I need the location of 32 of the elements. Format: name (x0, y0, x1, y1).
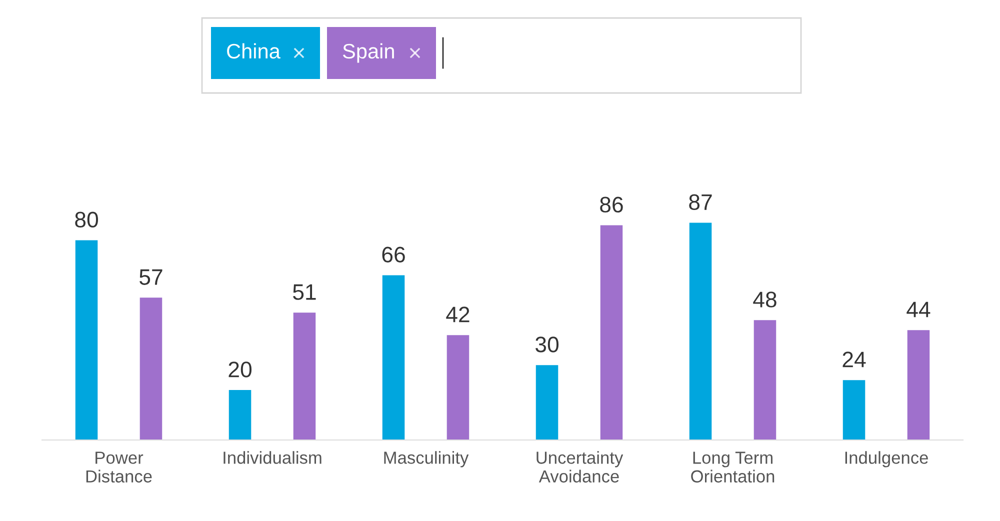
bar (446, 335, 470, 440)
text: China (227, 43, 280, 59)
x-tick-label: Uncertainty Avoidance (536, 451, 624, 483)
x-tick-label: Long Term Orientation (691, 452, 774, 483)
data-label: 87 (689, 194, 712, 210)
bar (382, 275, 405, 440)
bar (75, 240, 98, 440)
bar (140, 298, 162, 440)
bar (293, 312, 316, 440)
bar (754, 320, 776, 440)
x-tick-label: Masculinity (384, 451, 469, 468)
data-label: 30 (536, 336, 559, 352)
data-label: 42 (446, 306, 470, 322)
text: Spain (342, 43, 394, 63)
data-label: 48 (753, 292, 776, 308)
data-label: 86 (600, 196, 623, 213)
data-label: 57 (140, 269, 162, 285)
bar (689, 222, 712, 440)
x-tick-label: Indulgence (845, 451, 928, 468)
data-label: 80 (75, 212, 98, 228)
bar (842, 380, 866, 440)
data-label: 20 (228, 362, 252, 378)
x-tick-label: Individualism (224, 451, 322, 464)
bar (536, 365, 558, 440)
x-tick-label: Power Distance (86, 452, 152, 483)
bar (600, 225, 623, 440)
data-label: 51 (293, 284, 316, 300)
bar (228, 390, 252, 440)
data-label: 44 (906, 302, 930, 318)
data-label: 24 (842, 352, 866, 368)
bar (907, 330, 930, 440)
data-label: 66 (382, 246, 405, 262)
